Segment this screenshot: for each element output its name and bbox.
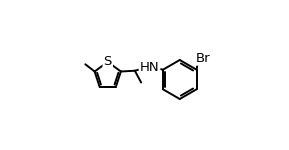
- Text: Br: Br: [196, 52, 211, 65]
- Text: S: S: [103, 55, 112, 68]
- Text: HN: HN: [140, 61, 159, 74]
